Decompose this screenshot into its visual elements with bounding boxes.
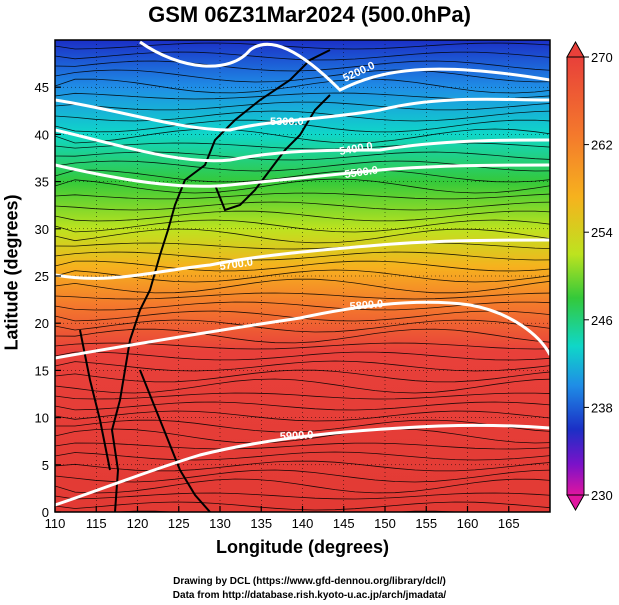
x-tick-label: 110 (45, 516, 66, 531)
streamline (55, 219, 550, 233)
chart-title: GSM 06Z31Mar2024 (500.0hPa) (148, 2, 471, 27)
streamline (55, 210, 550, 222)
x-tick-label: 125 (168, 516, 190, 531)
y-axis-label: Latitude (degrees) (1, 194, 22, 351)
colorbar-tick-label: 230 (591, 488, 613, 503)
streamline (55, 169, 550, 183)
streamline (55, 101, 550, 111)
y-axis-ticks: 0 5 10 15 20 25 30 35 40 45 (35, 80, 61, 520)
streamline (55, 192, 550, 200)
streamline (55, 128, 550, 144)
colorbar-tick-label: 238 (591, 400, 613, 415)
streamline (55, 369, 550, 383)
contour-label-5500: 5500.0 (344, 164, 379, 181)
streamline (55, 428, 550, 444)
y-tick-label: 25 (35, 269, 49, 284)
streamline (55, 360, 550, 372)
x-tick-label: 155 (415, 516, 437, 531)
streamline (55, 351, 550, 361)
colorbar: 270 262 254 246 238 230 (566, 40, 613, 512)
x-tick-label: 115 (86, 516, 107, 531)
streamline (55, 419, 550, 433)
contour-label-5300: 5300.0 (270, 116, 304, 128)
x-tick-label: 135 (250, 516, 272, 531)
y-tick-label: 15 (35, 363, 49, 378)
streamline (55, 201, 550, 211)
streamline (55, 478, 550, 494)
streamline (55, 260, 550, 272)
credit-drawing: Drawing by DCL (https://www.gfd-dennou.o… (173, 576, 446, 587)
y-tick-label: 0 (42, 505, 49, 520)
streamline (55, 410, 550, 422)
streamline (55, 251, 550, 261)
streamline (111, 510, 462, 512)
colorbar-tick-label: 270 (591, 50, 613, 65)
height-contours (55, 40, 550, 507)
streamline (55, 401, 550, 411)
x-axis-ticks: 110 115 120 125 130 135 140 145 150 155 160 165 (45, 506, 520, 531)
x-tick-label: 160 (457, 516, 479, 531)
contour-label-5400: 5400.0 (338, 140, 373, 158)
streamline (55, 328, 550, 344)
streamline (55, 60, 550, 72)
y-tick-label: 10 (35, 411, 49, 426)
streamline (55, 178, 550, 194)
colorbar-top-arrow (566, 40, 585, 58)
colorbar-body (566, 56, 585, 496)
x-tick-label: 140 (292, 516, 314, 531)
map-plot: 5200.0 5300.0 5400.0 5500.0 5700.0 5800.… (35, 39, 613, 531)
colorbar-tick-label: 246 (591, 313, 613, 328)
x-tick-label: 120 (127, 516, 149, 531)
streamline (55, 110, 550, 122)
streamline (55, 278, 550, 294)
colorbar-tick-label: 262 (591, 138, 613, 153)
x-tick-label: 145 (333, 516, 355, 531)
streamline (55, 469, 550, 483)
x-tick-label: 130 (209, 516, 231, 531)
streamline (55, 501, 550, 511)
y-tick-label: 45 (35, 80, 49, 95)
streamline (55, 151, 550, 161)
y-tick-label: 5 (42, 458, 49, 473)
colorbar-tick-label: 254 (591, 225, 613, 240)
y-tick-label: 30 (35, 222, 49, 237)
streamline (55, 319, 550, 333)
x-tick-label: 165 (498, 516, 520, 531)
streamline (55, 242, 550, 250)
streamline (55, 451, 550, 461)
streamline (55, 460, 550, 472)
wind-streamlines (55, 42, 550, 512)
streamline (55, 142, 550, 150)
y-tick-label: 20 (35, 316, 49, 331)
streamline (55, 492, 550, 500)
colorbar-bottom-arrow (566, 494, 585, 512)
streamline (55, 69, 550, 83)
streamline (55, 442, 550, 450)
x-tick-label: 150 (374, 516, 396, 531)
streamline (55, 42, 550, 50)
streamline (55, 228, 550, 244)
colorbar-ticks: 270 262 254 246 238 230 (584, 50, 613, 503)
contour-label-5700: 5700.0 (219, 256, 254, 273)
credit-data-source: Data from http://database.rish.kyoto-u.a… (172, 590, 447, 601)
streamline (55, 378, 550, 394)
y-tick-label: 35 (35, 175, 49, 190)
contour-label-5900: 5900.0 (280, 429, 314, 443)
streamline (55, 269, 550, 283)
y-tick-label: 40 (35, 127, 49, 142)
contour-label-5800: 5800.0 (349, 298, 384, 313)
streamline (55, 78, 550, 94)
streamline (55, 392, 550, 400)
x-axis-label: Longitude (degrees) (215, 537, 389, 557)
streamline (55, 292, 550, 300)
